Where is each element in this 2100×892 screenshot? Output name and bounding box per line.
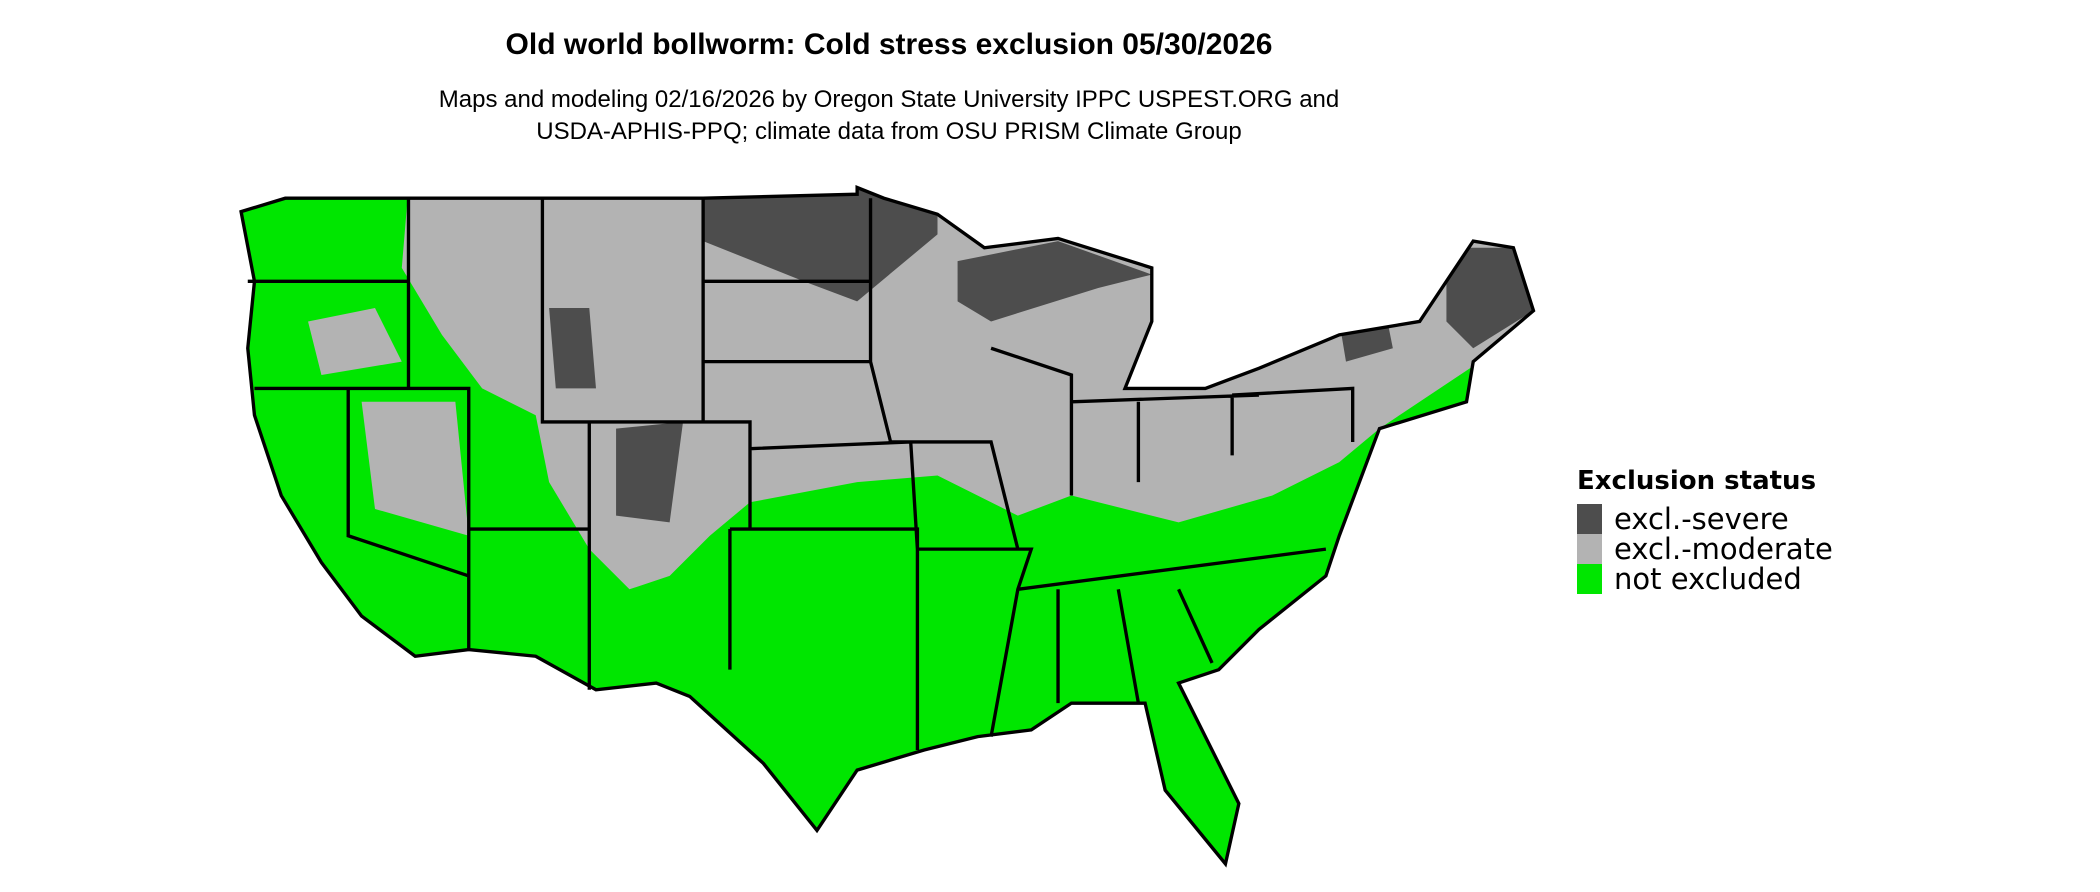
legend-item-severe: excl.-severe — [1577, 504, 1833, 534]
legend-label-moderate: excl.-moderate — [1614, 532, 1833, 566]
map-subtitle-line1: Maps and modeling 02/16/2026 by Oregon S… — [438, 86, 1340, 113]
map-subtitle-line2: USDA-APHIS-PPQ; climate data from OSU PR… — [536, 118, 1242, 145]
legend: Exclusion status excl.-severe excl.-mode… — [1577, 466, 1833, 594]
legend-title: Exclusion status — [1577, 466, 1817, 496]
map-title: Old world bollworm: Cold stress exclusio… — [505, 28, 1273, 61]
state-borders — [239, 185, 1536, 866]
legend-swatch-not-excluded — [1577, 564, 1602, 594]
legend-label-severe: excl.-severe — [1614, 502, 1789, 536]
legend-item-not-excluded: not excluded — [1577, 564, 1833, 594]
severe-region — [549, 187, 1534, 523]
legend-swatch-moderate — [1577, 534, 1602, 564]
legend-item-moderate: excl.-moderate — [1577, 534, 1833, 564]
legend-label-not-excluded: not excluded — [1614, 562, 1802, 596]
legend-swatch-severe — [1577, 504, 1602, 534]
